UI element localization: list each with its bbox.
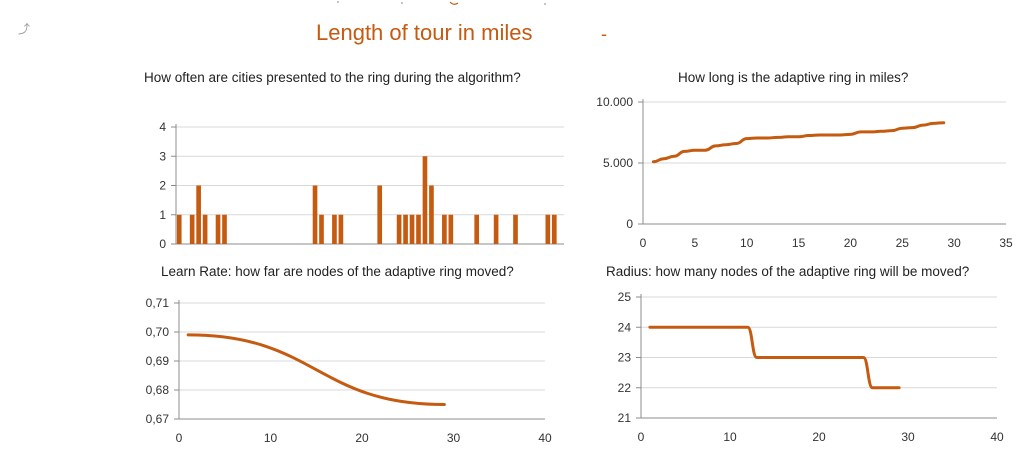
bar bbox=[474, 214, 480, 244]
y-tick-label: 0,71 bbox=[146, 296, 170, 310]
bar bbox=[222, 214, 227, 244]
bar bbox=[551, 214, 557, 244]
bar bbox=[196, 185, 201, 244]
x-tick-label: 15 bbox=[792, 236, 806, 250]
y-tick-label: 0,69 bbox=[146, 354, 170, 368]
chart-title-learn-rate: Learn Rate: how far are nodes of the ada… bbox=[161, 264, 514, 279]
bar bbox=[377, 185, 383, 244]
small-arrow-icon: ⤴ bbox=[18, 22, 31, 36]
bar bbox=[493, 214, 499, 244]
series-line bbox=[186, 333, 446, 406]
chart-title-presentations: How often are cities presented to the ri… bbox=[144, 70, 521, 85]
chart-title-radius: Radius: how many nodes of the adaptive r… bbox=[606, 264, 970, 279]
bar bbox=[202, 214, 208, 244]
x-tick-label: 10 bbox=[723, 430, 737, 444]
y-tick-label: 0 bbox=[626, 217, 633, 231]
y-tick-label: 0,68 bbox=[146, 383, 170, 397]
x-tick-label: 20 bbox=[812, 430, 826, 444]
y-tick-label: 21 bbox=[618, 411, 632, 425]
chart-title-ring-length: How long is the adaptive ring in miles? bbox=[678, 70, 909, 85]
bar bbox=[409, 214, 415, 244]
x-tick-label: 10 bbox=[264, 431, 278, 445]
bar bbox=[332, 214, 337, 244]
y-tick-label: 5.000 bbox=[603, 156, 633, 170]
y-tick-label: 3 bbox=[159, 149, 166, 163]
y-tick-label: 0 bbox=[159, 237, 166, 251]
bar bbox=[429, 185, 434, 244]
y-tick-label: 23 bbox=[618, 351, 632, 365]
header-scribble bbox=[337, 1, 546, 5]
series-line bbox=[651, 121, 946, 164]
bar bbox=[215, 214, 221, 244]
bar bbox=[442, 214, 447, 244]
x-tick-label: 20 bbox=[844, 236, 858, 250]
x-tick-label: 10 bbox=[740, 236, 754, 250]
bar bbox=[448, 214, 454, 244]
x-tick-label: 0 bbox=[176, 431, 183, 445]
series-line bbox=[648, 325, 901, 390]
bar bbox=[312, 185, 318, 244]
x-tick-label: 40 bbox=[538, 431, 552, 445]
x-tick-label: 40 bbox=[990, 430, 1004, 444]
y-tick-label: 4 bbox=[159, 120, 166, 134]
y-tick-label: 22 bbox=[618, 381, 632, 395]
y-tick-label: 24 bbox=[618, 320, 632, 334]
bar bbox=[403, 214, 408, 244]
x-tick-label: 5 bbox=[692, 236, 699, 250]
title-dash: - bbox=[601, 24, 607, 44]
bar bbox=[176, 214, 182, 244]
y-tick-label: 25 bbox=[618, 290, 632, 304]
x-tick-label: 35 bbox=[999, 236, 1013, 250]
x-tick-label: 30 bbox=[901, 430, 915, 444]
x-tick-label: 0 bbox=[640, 236, 647, 250]
page-title: Length of tour in miles bbox=[316, 20, 533, 45]
bar bbox=[513, 214, 518, 244]
y-tick-label: 10.000 bbox=[596, 95, 633, 109]
x-tick-label: 30 bbox=[447, 431, 461, 445]
x-tick-label: 30 bbox=[947, 236, 961, 250]
y-tick-label: 2 bbox=[159, 179, 166, 193]
bar bbox=[422, 156, 428, 244]
bar bbox=[416, 214, 421, 244]
y-tick-label: 0,67 bbox=[146, 412, 170, 426]
y-tick-label: 1 bbox=[159, 208, 166, 222]
bar bbox=[319, 214, 324, 244]
x-tick-label: 0 bbox=[638, 430, 645, 444]
bar bbox=[338, 214, 344, 244]
x-tick-label: 20 bbox=[355, 431, 369, 445]
bar bbox=[396, 214, 402, 244]
x-tick-label: 25 bbox=[896, 236, 910, 250]
bar bbox=[545, 214, 551, 244]
y-tick-label: 0,70 bbox=[146, 325, 170, 339]
bar bbox=[189, 214, 195, 244]
